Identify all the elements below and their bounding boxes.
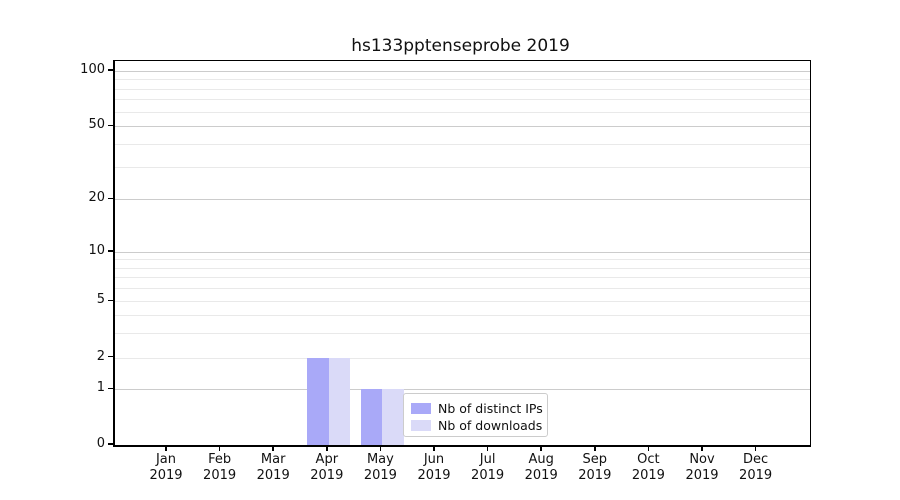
x-tick-year: 2019 xyxy=(524,468,558,483)
x-tick-label-mar: Mar 2019 xyxy=(246,452,300,484)
y-tick-mark xyxy=(108,299,113,302)
minor-gridline xyxy=(115,144,810,146)
x-tick-mark xyxy=(165,446,167,451)
y-tick-label: 2 xyxy=(96,348,105,364)
x-tick-month: Apr xyxy=(315,452,339,467)
x-tick-year: 2019 xyxy=(363,468,397,483)
x-tick-label-feb: Feb 2019 xyxy=(193,452,247,484)
x-tick-month: Sep xyxy=(582,452,608,467)
major-gridline xyxy=(115,389,810,391)
x-tick-label-nov: Nov 2019 xyxy=(675,452,729,484)
y-tick-label: 0 xyxy=(96,436,105,451)
legend-swatch-downloads xyxy=(411,419,431,431)
minor-gridline xyxy=(115,99,810,101)
x-tick-year: 2019 xyxy=(417,468,451,483)
x-tick-month: Jan xyxy=(155,452,177,467)
x-tick-mark xyxy=(272,446,274,451)
minor-gridline xyxy=(115,267,810,269)
minor-gridline xyxy=(115,277,810,279)
bar-distinct-ips xyxy=(360,389,383,445)
legend-swatch-distinct-ips xyxy=(411,402,431,414)
major-gridline xyxy=(115,199,810,201)
bar-distinct-ips xyxy=(307,357,329,445)
x-tick-year: 2019 xyxy=(310,468,344,483)
chart-title: hs133pptenseprobe 2019 xyxy=(351,36,570,56)
x-tick-month: Feb xyxy=(208,452,232,467)
x-tick-year: 2019 xyxy=(471,468,505,483)
x-tick-mark xyxy=(486,446,489,451)
x-tick-label-oct: Oct 2019 xyxy=(621,452,675,484)
x-tick-mark xyxy=(647,446,650,451)
x-tick-label-dec: Dec 2019 xyxy=(729,452,783,484)
minor-gridline xyxy=(115,301,810,303)
minor-gridline xyxy=(115,288,810,290)
x-tick-label-sep: Sep 2019 xyxy=(568,452,622,484)
y-tick-label: 5 xyxy=(96,292,105,308)
minor-gridline xyxy=(115,315,810,317)
x-tick-mark xyxy=(379,446,382,451)
x-tick-mark xyxy=(701,446,703,451)
x-tick-year: 2019 xyxy=(578,468,612,483)
bar-downloads xyxy=(328,357,351,445)
minor-gridline xyxy=(115,111,810,113)
x-tick-month: Mar xyxy=(260,452,286,467)
x-tick-year: 2019 xyxy=(203,468,237,483)
x-tick-month: Oct xyxy=(637,452,660,467)
x-tick-year: 2019 xyxy=(149,468,183,483)
y-tick-mark xyxy=(108,197,113,200)
major-gridline xyxy=(115,126,810,128)
x-tick-year: 2019 xyxy=(739,468,773,483)
x-tick-label-jan: Jan 2019 xyxy=(139,452,193,484)
x-tick-month: Jun xyxy=(423,452,445,467)
y-tick-mark xyxy=(108,124,113,127)
plot-area: Nb of distinct IPs Nb of downloads xyxy=(113,60,811,447)
x-tick-month: Jul xyxy=(479,452,496,467)
x-tick-label-may: May 2019 xyxy=(353,452,407,484)
x-tick-mark xyxy=(218,446,221,451)
x-tick-label-jul: Jul 2019 xyxy=(461,452,515,484)
bar-downloads xyxy=(382,389,404,445)
x-tick-mark xyxy=(540,446,542,451)
minor-gridline xyxy=(115,79,810,81)
y-tick-mark xyxy=(108,443,113,445)
legend-label-downloads: Nb of downloads xyxy=(438,417,543,433)
x-tick-mark xyxy=(594,446,596,451)
x-tick-month: Aug xyxy=(528,452,554,467)
x-tick-label-aug: Aug 2019 xyxy=(514,452,568,484)
major-gridline xyxy=(115,252,810,253)
x-tick-label-apr: Apr 2019 xyxy=(300,452,354,484)
major-gridline xyxy=(115,71,810,72)
minor-gridline xyxy=(115,166,810,168)
legend-label-distinct-ips: Nb of distinct IPs xyxy=(438,400,543,416)
y-tick-label: 100 xyxy=(80,62,105,77)
minor-gridline xyxy=(115,332,810,334)
y-tick-mark xyxy=(108,387,113,390)
minor-gridline xyxy=(115,88,810,90)
y-tick-label: 10 xyxy=(88,243,105,258)
y-tick-mark xyxy=(108,355,113,358)
x-tick-mark xyxy=(326,446,328,451)
x-tick-month: May xyxy=(366,452,394,467)
minor-gridline xyxy=(115,357,810,359)
x-tick-month: Nov xyxy=(689,452,715,467)
y-tick-mark xyxy=(108,250,113,252)
legend-row-distinct-ips: Nb of distinct IPs xyxy=(411,400,543,416)
minor-gridline xyxy=(115,259,810,261)
legend-row-downloads: Nb of downloads xyxy=(411,417,543,433)
legend: Nb of distinct IPs Nb of downloads xyxy=(403,393,548,437)
y-tick-label: 50 xyxy=(88,117,105,133)
x-tick-mark xyxy=(433,446,435,451)
x-tick-month: Dec xyxy=(743,452,769,467)
y-tick-mark xyxy=(108,69,113,71)
x-tick-year: 2019 xyxy=(631,468,665,483)
x-tick-label-jun: Jun 2019 xyxy=(407,452,461,484)
y-tick-label: 20 xyxy=(88,190,105,206)
x-tick-year: 2019 xyxy=(685,468,719,483)
x-tick-mark xyxy=(754,446,757,451)
x-tick-year: 2019 xyxy=(256,468,290,483)
y-tick-label: 1 xyxy=(96,380,105,396)
